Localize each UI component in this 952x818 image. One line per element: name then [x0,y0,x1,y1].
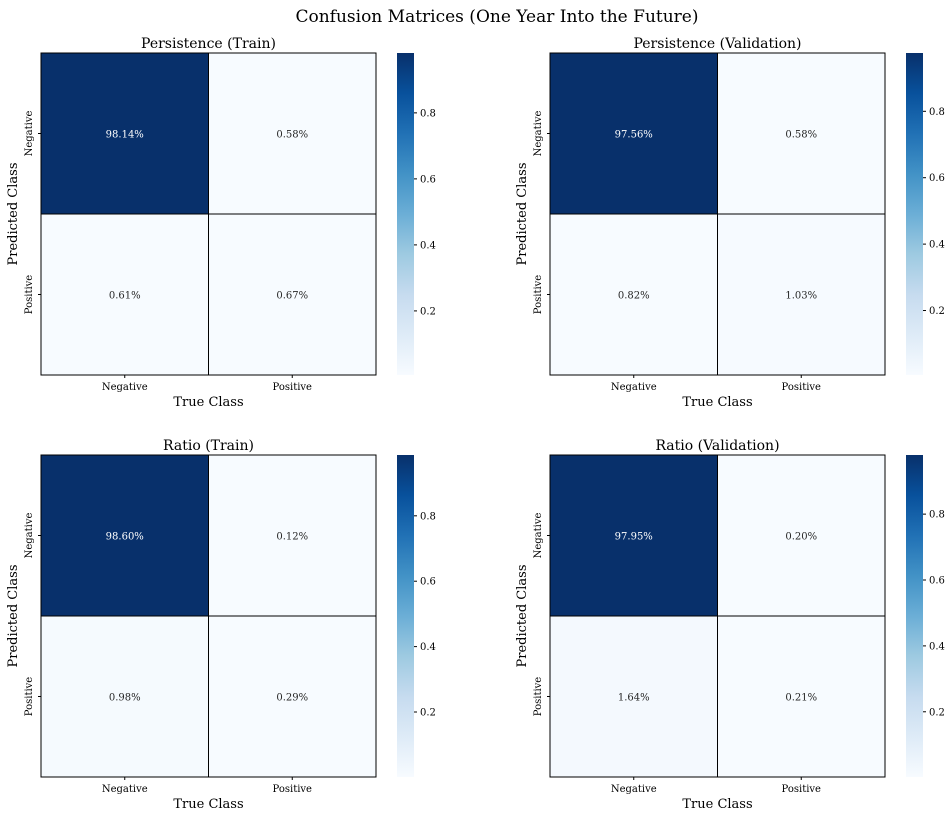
heatmap-cell [717,615,886,778]
y-tick-label: Positive [24,677,35,717]
heatmap-cell [40,454,209,617]
cell-annotation: 0.82% [618,291,650,302]
x-axis-label: True Class [173,797,243,812]
figure-suptitle: Confusion Matrices (One Year Into the Fu… [295,7,698,27]
heatmap-panel: Persistence (Validation) 97.56% 0.58% 0.82%… [515,36,945,410]
heatmap-cell [549,615,718,778]
colorbar [906,53,923,375]
panel-title: Ratio (Validation) [655,438,779,454]
heatmap-cell [208,213,377,376]
heatmap-cell [40,52,209,215]
colorbar-tick-label: 0.8 [420,511,436,522]
colorbar-tick-label: 0.4 [929,240,945,251]
heatmap-cell [717,52,886,215]
x-axis-label: True Class [173,395,243,410]
x-tick-label: Positive [782,784,822,795]
x-tick-label: Negative [102,784,148,795]
panel-title: Ratio (Train) [163,438,254,454]
heatmap-panel: Ratio (Train) 98.60% 0.12% 0.98% 0.29% Negati… [6,438,436,812]
x-axis-label: True Class [682,395,752,410]
y-tick-label: Negative [533,111,544,157]
colorbar-tick-label: 0.6 [420,174,436,185]
x-tick-label: Negative [611,382,657,393]
x-tick-label: Negative [611,784,657,795]
colorbar-tick-label: 0.2 [929,707,945,718]
cell-annotation: 1.64% [618,693,650,704]
heatmap-panel: Ratio (Validation) 97.95% 0.20% 1.64% 0.21% N… [515,438,945,812]
cell-annotation: 0.58% [785,130,817,141]
plot-frame [40,52,377,376]
x-axis-label: True Class [682,797,752,812]
cell-annotation: 0.67% [276,291,308,302]
y-tick-label: Positive [24,275,35,315]
x-tick-label: Negative [102,382,148,393]
cell-annotation: 0.29% [276,693,308,704]
plot-frame [40,454,377,778]
y-tick-label: Positive [533,275,544,315]
colorbar-tick-label: 0.4 [420,642,436,653]
y-axis-label: Predicted Class [515,565,530,668]
colorbar-tick-label: 0.6 [929,576,945,587]
heatmap-cell [40,615,209,778]
panel-title: Persistence (Train) [141,36,276,52]
cell-annotation: 0.21% [785,693,817,704]
colorbar [397,53,414,375]
colorbar-tick-label: 0.6 [929,173,945,184]
x-tick-label: Positive [782,382,822,393]
heatmap-cell [40,213,209,376]
heatmap-cell [208,454,377,617]
colorbar-tick-label: 0.4 [420,240,436,251]
colorbar-tick-label: 0.8 [420,108,436,119]
cell-annotation: 0.98% [109,693,141,704]
colorbar [906,455,923,777]
cell-annotation: 1.03% [785,291,817,302]
y-tick-label: Negative [24,513,35,559]
heatmap-panels: Persistence (Train) 98.14% 0.58% 0.61% 0.67%… [6,36,945,812]
heatmap-cell [208,52,377,215]
colorbar-tick-label: 0.2 [420,306,436,317]
colorbar-tick-label: 0.2 [420,707,436,718]
y-axis-label: Predicted Class [515,163,530,266]
cell-annotation: 98.14% [106,130,144,141]
cell-annotation: 0.58% [276,130,308,141]
cell-annotation: 0.20% [785,532,817,543]
cell-annotation: 97.56% [615,130,653,141]
heatmap-cell [717,454,886,617]
plot-frame [549,52,886,376]
colorbar-tick-label: 0.8 [929,107,945,118]
cell-annotation: 0.61% [109,291,141,302]
y-tick-label: Negative [24,111,35,157]
plot-frame [549,454,886,778]
y-tick-label: Negative [533,513,544,559]
colorbar [397,455,414,777]
heatmap-cell [717,213,886,376]
x-tick-label: Positive [273,784,313,795]
heatmap-cell [208,615,377,778]
x-tick-label: Positive [273,382,313,393]
colorbar-tick-label: 0.6 [420,577,436,588]
y-axis-label: Predicted Class [6,163,21,266]
y-axis-label: Predicted Class [6,565,21,668]
panel-title: Persistence (Validation) [633,36,801,52]
cell-annotation: 0.12% [276,532,308,543]
cell-annotation: 97.95% [615,532,653,543]
y-tick-label: Positive [533,677,544,717]
colorbar-tick-label: 0.8 [929,510,945,521]
cell-annotation: 98.60% [106,532,144,543]
heatmap-panel: Persistence (Train) 98.14% 0.58% 0.61% 0.67%… [6,36,436,410]
colorbar-tick-label: 0.4 [929,641,945,652]
colorbar-tick-label: 0.2 [929,306,945,317]
